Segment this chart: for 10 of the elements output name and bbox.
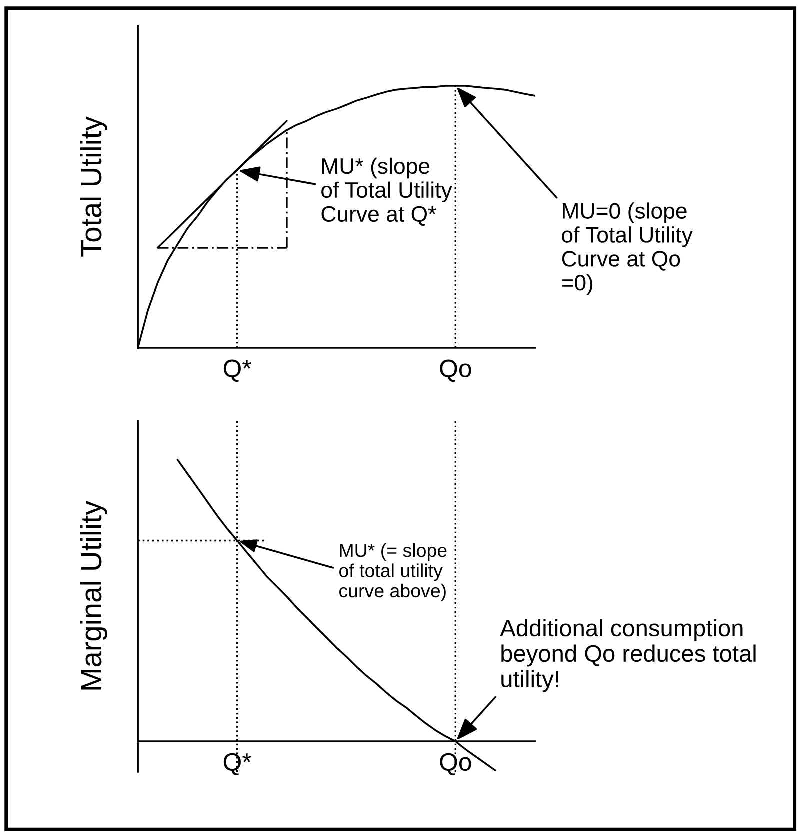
y-axis-title: Marginal Utility [80,500,108,690]
annotation: MU=0 (slope of Total Utility Curve at Qo =0) [562,202,693,296]
y-axis-title: Total Utility [80,116,108,257]
annotation: MU* (slope of Total Utility Curve at Q* [322,158,452,226]
annotation: MU* (= slope of total utility curve above) [339,543,447,602]
x-tick-label: Q* [224,360,252,382]
x-tick-label: Q* [224,753,252,776]
annotation: Additional consumption beyond Qo reduces total utility! [500,619,756,692]
x-tick-label: Qo [440,753,472,776]
x-tick-label: Qo [440,360,472,382]
